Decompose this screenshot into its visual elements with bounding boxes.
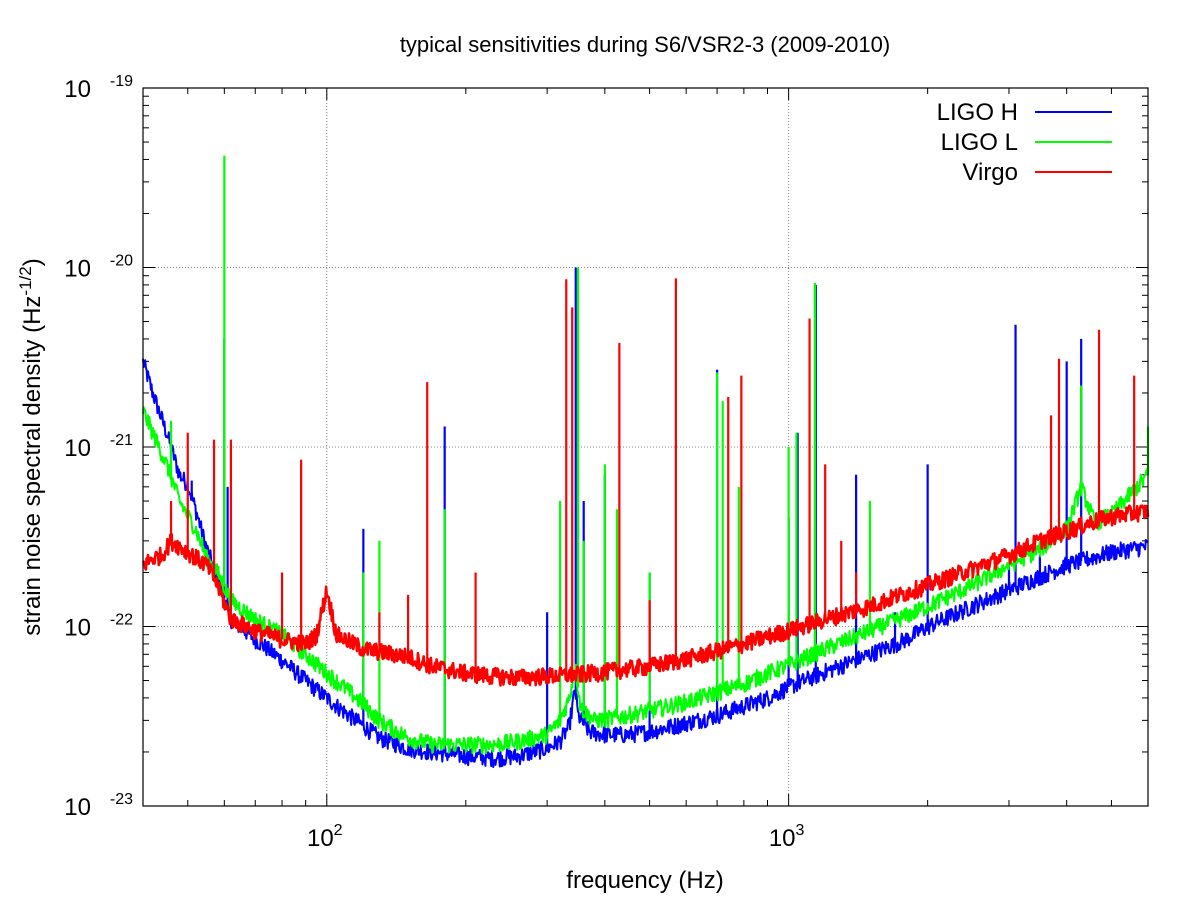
y-tick-base: 10 xyxy=(64,76,91,103)
legend-label: LIGO H xyxy=(937,99,1018,126)
y-tick-exponent: -23 xyxy=(110,791,133,808)
x-tick-base: 10 xyxy=(307,825,334,852)
x-axis-label: frequency (Hz) xyxy=(566,867,723,894)
x-tick-label: 102 xyxy=(307,822,343,852)
series-line xyxy=(142,358,1149,768)
series-virgo xyxy=(141,278,1150,687)
y-tick-labels: 10 -23 10 -22 10 -21 10 -20 10 -19 xyxy=(64,73,133,821)
series-line xyxy=(142,406,1149,755)
y-tick-label: 10 -19 xyxy=(64,73,133,103)
x-tick-labels: 102 103 xyxy=(307,822,805,852)
y-tick-base: 10 xyxy=(64,794,91,821)
series-line xyxy=(141,504,1150,687)
y-tick-base: 10 xyxy=(64,256,91,283)
series-layer xyxy=(141,155,1150,768)
y-tick-label: 10 -20 xyxy=(64,253,133,283)
y-tick-exponent: -21 xyxy=(110,432,133,449)
y-tick-label: 10 -21 xyxy=(64,432,133,462)
y-tick-label: 10 -23 xyxy=(64,791,133,821)
legend-label: Virgo xyxy=(962,159,1018,186)
x-tick-exponent: 3 xyxy=(796,822,805,839)
y-axis-label: strain noise spectral density (Hz-1/2) xyxy=(16,258,46,635)
x-tick-label: 103 xyxy=(769,822,805,852)
legend: LIGO H LIGO L Virgo xyxy=(937,99,1112,186)
x-tick-exponent: 2 xyxy=(334,822,343,839)
plot-frame xyxy=(142,87,1149,807)
grid xyxy=(143,88,1148,806)
x-tick-base: 10 xyxy=(769,825,796,852)
y-tick-exponent: -22 xyxy=(110,612,133,629)
y-tick-exponent: -20 xyxy=(110,253,133,270)
y-tick-base: 10 xyxy=(64,615,91,642)
y-tick-label: 10 -22 xyxy=(64,612,133,642)
y-axis-label-suffix: ) xyxy=(19,258,46,266)
chart-title: typical sensitivities during S6/VSR2-3 (… xyxy=(400,32,890,57)
legend-label: LIGO L xyxy=(941,129,1018,156)
y-axis-label-main: strain noise spectral density (Hz xyxy=(19,296,46,636)
y-tick-exponent: -19 xyxy=(110,73,133,90)
y-axis-label-exponent: -1/2 xyxy=(16,266,35,295)
y-tick-base: 10 xyxy=(64,435,91,462)
